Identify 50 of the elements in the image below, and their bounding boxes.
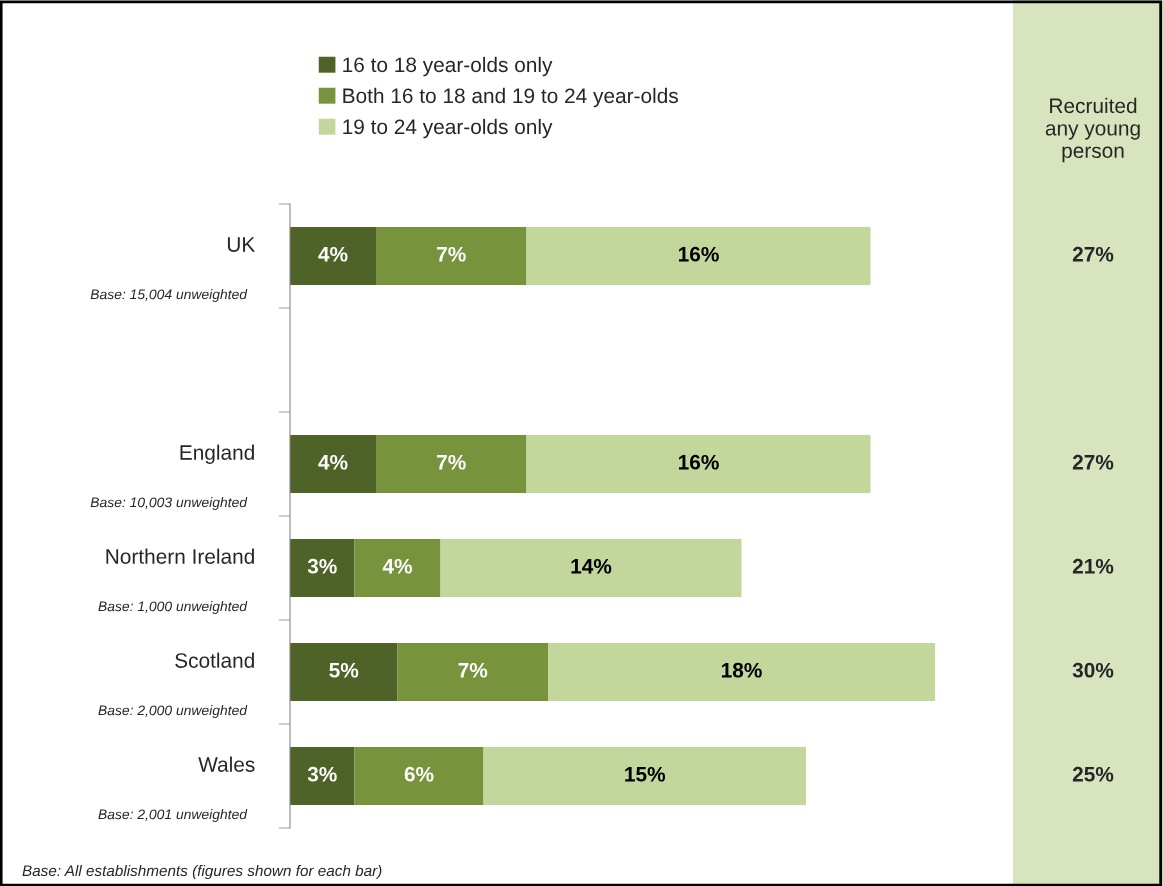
data-label: 6% xyxy=(404,766,434,782)
y-tick-label: England xyxy=(180,444,254,464)
data-label: 4% xyxy=(382,558,413,574)
data-label: 7% xyxy=(437,454,466,470)
bar xyxy=(548,642,935,702)
text: Base: 15,004 unweighted xyxy=(90,289,248,302)
bar xyxy=(290,434,376,494)
bar xyxy=(526,434,871,494)
bar xyxy=(354,746,484,806)
text: Base: 2,000 unweighted xyxy=(98,705,248,718)
text: Recruited any young person xyxy=(1045,97,1140,163)
data-label: 3% xyxy=(307,558,337,574)
bar xyxy=(440,538,742,598)
bar xyxy=(290,746,355,806)
y-tick-label: Northern Ireland xyxy=(106,548,254,564)
data-label: 16% xyxy=(678,454,719,470)
data-label: 16% xyxy=(678,246,719,262)
bar xyxy=(290,642,398,702)
data-label: 7% xyxy=(437,246,466,262)
bar xyxy=(526,226,871,286)
bar xyxy=(483,746,806,806)
y-tick-label: UK xyxy=(227,237,256,252)
bar xyxy=(376,226,527,286)
text: 27% xyxy=(1072,454,1114,470)
text: Base: 2,001 unweighted xyxy=(98,809,248,822)
legend-label: 19 to 24 year-olds only xyxy=(343,118,553,139)
data-label: 3% xyxy=(307,766,337,782)
legend-label: 16 to 18 year-olds only xyxy=(343,56,553,77)
text: 27% xyxy=(1072,246,1114,262)
data-label: 4% xyxy=(318,454,348,470)
y-tick-label: Scotland xyxy=(175,652,254,668)
data-label: 4% xyxy=(318,246,348,262)
text: 30% xyxy=(1072,662,1114,678)
y-tick-label: Wales xyxy=(198,756,255,772)
data-label: 5% xyxy=(329,662,359,678)
data-label: 15% xyxy=(625,766,666,782)
data-label: 14% xyxy=(571,558,612,574)
bar xyxy=(290,538,355,598)
data-label: 7% xyxy=(458,662,488,678)
bar xyxy=(290,226,376,286)
bar xyxy=(354,538,441,598)
legend-label: Both 16 to 18 and 19 to 24 year-olds xyxy=(343,87,678,108)
text: Base: 1,000 unweighted xyxy=(98,601,248,614)
text: Base: 10,003 unweighted xyxy=(90,497,248,510)
text: Base: All establishments (figures shown for each bar) xyxy=(22,864,382,880)
data-label: 18% xyxy=(721,662,762,678)
bar xyxy=(397,642,548,702)
bar xyxy=(376,434,527,494)
text: 25% xyxy=(1072,766,1114,782)
text: 21% xyxy=(1072,558,1114,574)
